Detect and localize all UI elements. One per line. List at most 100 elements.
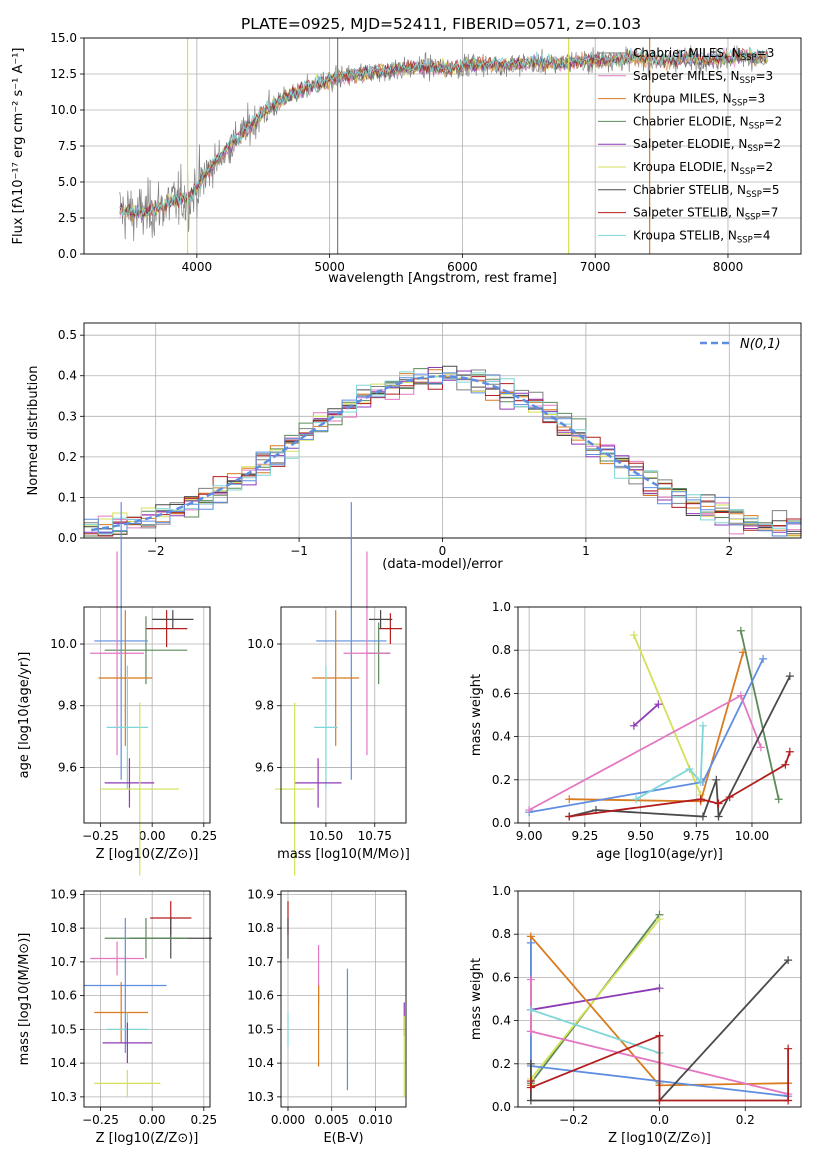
x-axis-label: (data-model)/error (382, 557, 503, 572)
errorbar-point (94, 1069, 161, 1097)
grid (281, 607, 406, 823)
x-tick-label: 8000 (713, 260, 744, 274)
histograms (84, 365, 801, 537)
weight-marker (785, 672, 794, 681)
legend-label: Salpeter STELIB, NSSP=7 (633, 206, 778, 223)
y-tick-label: 5.0 (58, 175, 77, 189)
axes-frame (83, 322, 802, 539)
x-tick-label: 9.25 (571, 829, 598, 843)
legend-label: Kroupa ELODIE, NSSP=2 (633, 160, 773, 177)
y-axis-label: Normed distribution (26, 366, 41, 496)
x-tick-label: 10.50 (309, 829, 343, 843)
x-tick-label: 6000 (447, 260, 478, 274)
x-tick-label: 10.00 (735, 829, 769, 843)
weight-series (565, 747, 794, 821)
y-tick-label: 1.0 (492, 884, 511, 898)
weight-marker (784, 1096, 793, 1105)
y-tick-label: 7.5 (58, 139, 77, 153)
y-tick-label: 0.5 (58, 328, 77, 342)
weight-line (530, 987, 660, 1011)
weight-marker (526, 1059, 535, 1068)
legend-label: Salpeter MILES, NSSP=3 (633, 69, 773, 86)
weight-marker (655, 1031, 664, 1040)
x-tick-label: 9.00 (516, 829, 543, 843)
weight-series (526, 984, 664, 1014)
mass-vs-ebv-panel: 0.000 0.005 0.010 10.3 10.4 10.5 10.6 10.7 10.8 1… (247, 887, 407, 1146)
errorbar-point (104, 758, 155, 808)
errorbar-point (104, 616, 188, 685)
x-axis-label: mass [log10(M/M⊙)] (277, 847, 410, 862)
weight-marker (629, 721, 638, 730)
weight-marker (565, 812, 574, 821)
weight-marker (696, 777, 705, 786)
weight-series (629, 700, 663, 730)
grid (281, 891, 406, 1107)
weight-line (739, 630, 780, 800)
y-tick-label: 10.8 (247, 921, 274, 935)
y-tick-label: 0.0 (58, 247, 77, 261)
errorbar-point (100, 702, 180, 876)
axes-frame (517, 890, 802, 1108)
weight-series (565, 648, 748, 806)
x-tick-label: 0.000 (271, 1113, 305, 1127)
y-tick-label: 10.7 (50, 955, 77, 969)
x-tick-label: 0.0 (650, 1113, 669, 1127)
x-tick-label: 4000 (182, 260, 213, 274)
weight-marker (629, 631, 638, 640)
weight-marker (565, 795, 574, 804)
y-tick-label: 9.8 (58, 699, 77, 713)
x-tick-label: −0.25 (82, 829, 119, 843)
y-tick-label: 9.6 (58, 760, 77, 774)
y-tick-label: 10.0 (50, 103, 77, 117)
x-axis-label: Z [log10(Z/Z⊙)] (96, 847, 199, 862)
x-tick-label: 0.25 (190, 1113, 217, 1127)
x-tick-label: 0.005 (315, 1113, 349, 1127)
legend-label: N(0,1) (740, 337, 781, 352)
errorbar-point (343, 551, 391, 756)
y-tick-label: 0.2 (492, 773, 511, 787)
legend-label: Chabrier STELIB, NSSP=5 (633, 183, 780, 200)
x-tick-label: 5000 (314, 260, 345, 274)
x-tick-label: −0.25 (82, 1113, 119, 1127)
x-tick-label: 7000 (580, 260, 611, 274)
x-axis-label: wavelength [Angstrom, rest frame] (328, 271, 557, 286)
y-axis-label: Flux [fλ10⁻¹⁷ erg cm⁻² s⁻¹ A⁻¹] (11, 48, 26, 245)
y-axis-label: mass weight (469, 674, 484, 756)
x-tick-label: −1 (290, 544, 308, 558)
weight-marker (655, 984, 664, 993)
errorbar-point (102, 1022, 153, 1064)
errorbar-point (275, 702, 315, 876)
weight-marker (714, 799, 723, 808)
weight-line (633, 703, 659, 727)
weight-series (525, 691, 765, 815)
x-tick-label: 10.75 (358, 829, 392, 843)
y-tick-label: 10.5 (247, 1022, 274, 1036)
axes-frame (83, 37, 802, 255)
weight-marker (781, 760, 790, 769)
x-tick-label: 0.2 (736, 1113, 755, 1127)
legend-label: Chabrier ELODIE, NSSP=2 (633, 114, 782, 131)
gaussian-curve (91, 374, 663, 532)
weight-marker (784, 1044, 793, 1053)
axes-frame (83, 606, 211, 824)
weight-marker (632, 795, 641, 804)
mass-vs-metallicity-panel: −0.25 0.00 0.25 10.3 10.4 10.5 10.6 10.7 10.8 10.… (17, 887, 217, 1146)
errorbar-point (84, 918, 167, 1053)
model-spectrum-line (119, 47, 769, 219)
grid (84, 323, 801, 539)
axes-frame (280, 606, 407, 824)
y-tick-label: 10.9 (247, 887, 274, 901)
weight-marker (756, 743, 765, 752)
y-tick-label: 10.9 (50, 887, 77, 901)
weight-marker (774, 795, 783, 804)
weight-line (635, 725, 704, 800)
y-tick-label: 10.4 (247, 1056, 274, 1070)
y-tick-label: 0.1 (58, 490, 77, 504)
weight-marker (784, 956, 793, 965)
residuals-panel: −2 −1 0 1 2 0.0 0.1 0.2 0.3 0.4 0.5 (data-model)/er… (26, 322, 802, 572)
y-axis-label: mass weight (469, 958, 484, 1040)
errorbar-point (94, 982, 149, 1043)
x-tick-label: 9.50 (627, 829, 654, 843)
weight-marker (685, 765, 694, 773)
